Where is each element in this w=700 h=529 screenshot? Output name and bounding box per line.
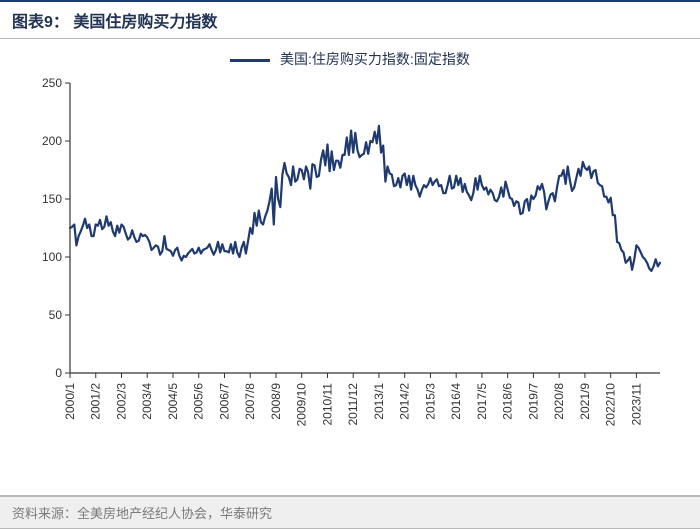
svg-text:2000/1: 2000/1 <box>63 383 77 420</box>
svg-text:2001/2: 2001/2 <box>89 383 103 420</box>
svg-text:2021/9: 2021/9 <box>578 383 592 420</box>
svg-text:2009/10: 2009/10 <box>295 383 309 427</box>
svg-text:2006/7: 2006/7 <box>217 383 231 420</box>
source-text: 资料来源：全美房地产经纪人协会，华泰研究 <box>0 495 700 529</box>
svg-text:250: 250 <box>42 76 62 90</box>
svg-text:2005/6: 2005/6 <box>192 383 206 420</box>
svg-text:100: 100 <box>42 250 62 264</box>
svg-text:2017/5: 2017/5 <box>475 383 489 420</box>
legend: 美国:住房购买力指数:固定指数 <box>0 39 700 73</box>
legend-swatch <box>230 59 270 62</box>
svg-text:2014/2: 2014/2 <box>398 383 412 420</box>
svg-text:0: 0 <box>55 366 62 380</box>
svg-text:150: 150 <box>42 192 62 206</box>
svg-text:2018/6: 2018/6 <box>501 383 515 420</box>
svg-text:2022/10: 2022/10 <box>604 383 618 427</box>
svg-text:2003/4: 2003/4 <box>140 383 154 420</box>
svg-text:2007/8: 2007/8 <box>243 383 257 420</box>
svg-text:200: 200 <box>42 134 62 148</box>
svg-text:2013/1: 2013/1 <box>372 383 386 420</box>
chart-title: 图表9： 美国住房购买力指数 <box>0 0 700 39</box>
svg-text:2008/9: 2008/9 <box>269 383 283 420</box>
svg-text:2020/8: 2020/8 <box>552 383 566 420</box>
legend-label: 美国:住房购买力指数:固定指数 <box>280 51 470 67</box>
chart-area: 0 50 100 150 200 250 2000/1 2001/2 2002/3 2003/4 2… <box>20 73 680 453</box>
svg-text:2016/4: 2016/4 <box>449 383 463 420</box>
svg-text:2023/11: 2023/11 <box>629 383 643 426</box>
svg-text:2004/5: 2004/5 <box>166 383 180 420</box>
svg-text:2019/7: 2019/7 <box>526 383 540 420</box>
svg-text:2002/3: 2002/3 <box>114 383 128 420</box>
svg-text:50: 50 <box>49 308 63 322</box>
svg-text:2011/12: 2011/12 <box>346 383 360 426</box>
svg-text:2015/3: 2015/3 <box>423 383 437 420</box>
svg-text:2010/11: 2010/11 <box>320 383 334 426</box>
